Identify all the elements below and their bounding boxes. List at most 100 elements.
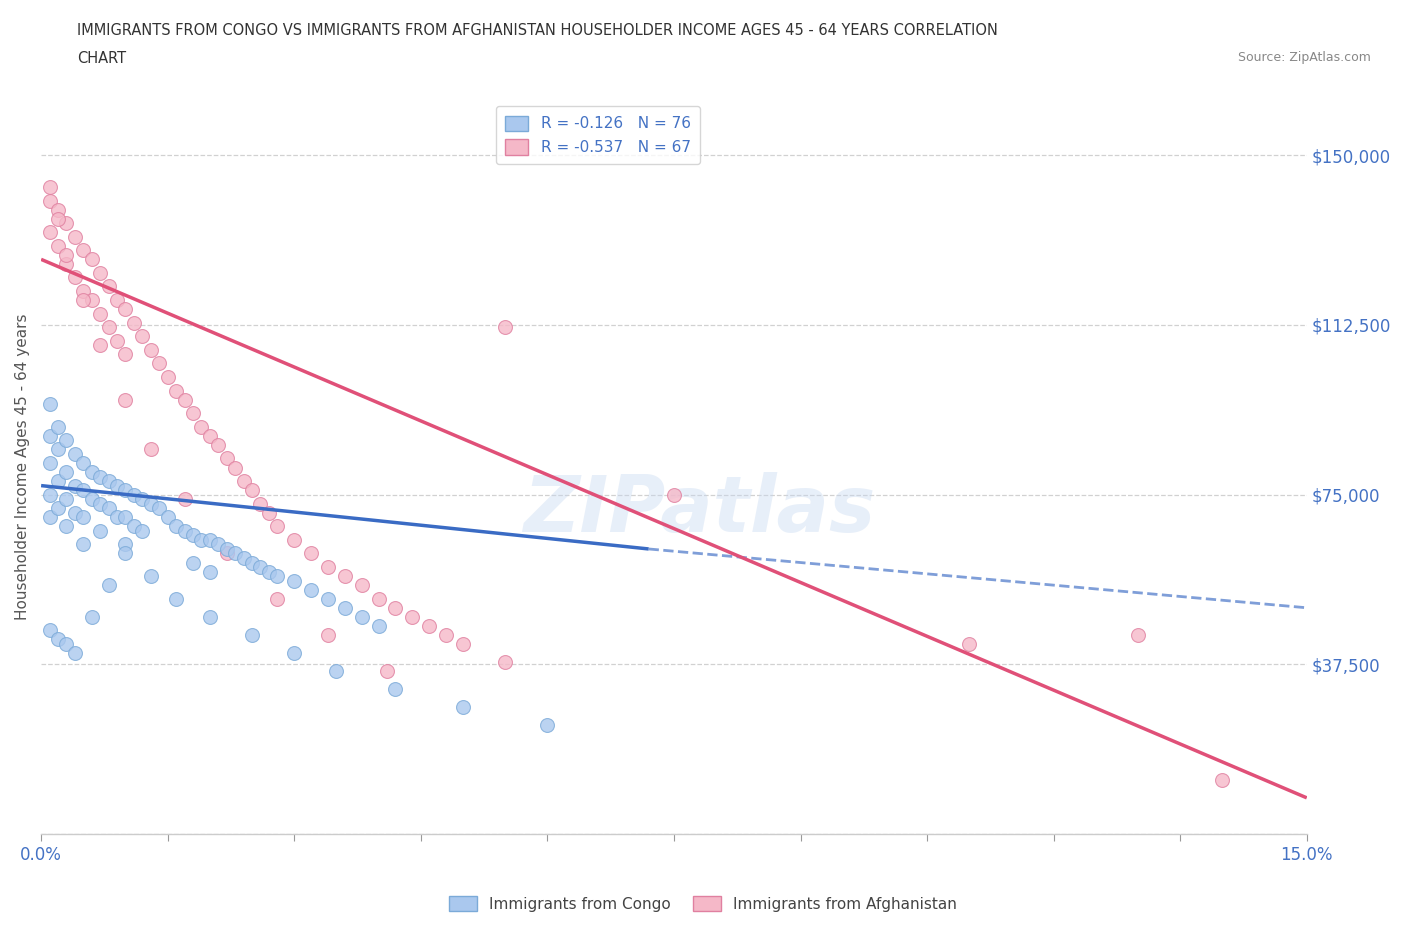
Point: [38, 510, 60, 525]
Point: [957, 636, 980, 651]
Point: [72, 483, 94, 498]
Point: [198, 565, 221, 579]
Point: [316, 560, 339, 575]
Point: [105, 333, 128, 348]
Point: [55, 216, 77, 231]
Point: [325, 664, 347, 679]
Point: [181, 528, 204, 543]
Point: [165, 519, 187, 534]
Point: [38, 487, 60, 502]
Point: [63, 478, 86, 493]
Point: [401, 609, 423, 624]
Point: [240, 483, 263, 498]
Point: [46, 500, 69, 515]
Point: [46, 473, 69, 488]
Point: [38, 225, 60, 240]
Point: [46, 419, 69, 434]
Point: [165, 591, 187, 606]
Point: [249, 560, 271, 575]
Point: [283, 573, 305, 588]
Point: [46, 238, 69, 253]
Point: [38, 193, 60, 208]
Text: IMMIGRANTS FROM CONGO VS IMMIGRANTS FROM AFGHANISTAN HOUSEHOLDER INCOME AGES 45 : IMMIGRANTS FROM CONGO VS IMMIGRANTS FROM…: [77, 23, 998, 38]
Point: [114, 510, 136, 525]
Point: [299, 582, 322, 597]
Point: [89, 469, 111, 484]
Point: [536, 718, 558, 733]
Point: [266, 519, 288, 534]
Point: [38, 179, 60, 194]
Point: [38, 397, 60, 412]
Point: [198, 609, 221, 624]
Point: [190, 533, 212, 548]
Point: [80, 293, 103, 308]
Point: [46, 632, 69, 647]
Point: [240, 555, 263, 570]
Point: [215, 546, 238, 561]
Point: [55, 465, 77, 480]
Point: [131, 524, 153, 538]
Point: [139, 442, 162, 457]
Point: [418, 618, 440, 633]
Point: [114, 546, 136, 561]
Point: [89, 338, 111, 352]
Point: [80, 492, 103, 507]
Point: [367, 618, 389, 633]
Point: [384, 601, 406, 616]
Point: [122, 315, 145, 330]
Point: [316, 591, 339, 606]
Point: [181, 555, 204, 570]
Point: [122, 487, 145, 502]
Point: [114, 483, 136, 498]
Point: [139, 497, 162, 512]
Point: [207, 437, 229, 452]
Point: [80, 465, 103, 480]
Y-axis label: Householder Income Ages 45 - 64 years: Householder Income Ages 45 - 64 years: [15, 313, 30, 619]
Point: [114, 347, 136, 362]
Point: [266, 568, 288, 583]
Point: [38, 429, 60, 444]
Point: [384, 682, 406, 697]
Point: [198, 429, 221, 444]
Point: [1211, 772, 1233, 787]
Point: [494, 320, 516, 335]
Point: [350, 578, 373, 592]
Point: [257, 505, 280, 520]
Legend: R = -0.126   N = 76, R = -0.537   N = 67: R = -0.126 N = 76, R = -0.537 N = 67: [496, 106, 700, 165]
Point: [114, 301, 136, 316]
Point: [80, 609, 103, 624]
Point: [198, 533, 221, 548]
Point: [131, 329, 153, 344]
Point: [224, 460, 246, 475]
Point: [72, 284, 94, 299]
Point: [232, 551, 254, 565]
Point: [114, 392, 136, 407]
Point: [434, 628, 457, 643]
Point: [173, 492, 195, 507]
Point: [63, 505, 86, 520]
Point: [63, 230, 86, 245]
Point: [283, 645, 305, 660]
Point: [215, 541, 238, 556]
Point: [156, 510, 179, 525]
Point: [63, 270, 86, 285]
Point: [63, 645, 86, 660]
Point: [139, 342, 162, 357]
Point: [72, 537, 94, 551]
Text: Source: ZipAtlas.com: Source: ZipAtlas.com: [1237, 51, 1371, 64]
Point: [72, 456, 94, 471]
Point: [131, 492, 153, 507]
Point: [46, 442, 69, 457]
Point: [333, 601, 356, 616]
Point: [367, 591, 389, 606]
Point: [283, 533, 305, 548]
Point: [257, 565, 280, 579]
Point: [55, 492, 77, 507]
Point: [173, 524, 195, 538]
Legend: Immigrants from Congo, Immigrants from Afghanistan: Immigrants from Congo, Immigrants from A…: [443, 889, 963, 918]
Point: [38, 456, 60, 471]
Point: [97, 578, 120, 592]
Point: [165, 383, 187, 398]
Point: [215, 451, 238, 466]
Point: [662, 487, 685, 502]
